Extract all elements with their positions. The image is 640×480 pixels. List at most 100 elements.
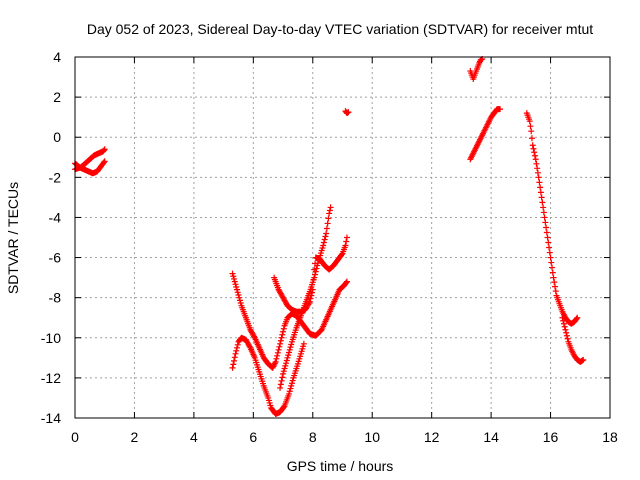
- data-point: [279, 374, 286, 381]
- data-point: [280, 368, 287, 375]
- series-4: [229, 334, 307, 417]
- x-tick-label: 18: [602, 429, 618, 445]
- data-point: [286, 346, 293, 353]
- data-point: [307, 295, 314, 302]
- data-point: [232, 350, 239, 357]
- data-point: [231, 275, 238, 282]
- x-tick-label: 14: [483, 429, 499, 445]
- data-point: [324, 220, 331, 227]
- x-tick-label: 12: [424, 429, 440, 445]
- data-point: [231, 278, 238, 285]
- x-tick-label: 2: [131, 429, 139, 445]
- x-axis-label: GPS time / hours: [287, 458, 394, 474]
- data-point: [338, 251, 345, 258]
- data-point: [326, 207, 333, 214]
- data-point: [343, 234, 350, 241]
- data-point: [345, 109, 352, 116]
- data-point: [549, 269, 556, 276]
- tick-labels: 0 2 4 6 8 10 12 14 16 18 4 2 0 -2 -4 -6 -8 -10 -12 -14: [41, 49, 618, 445]
- data-point: [278, 377, 285, 384]
- data-point: [286, 388, 293, 395]
- data-point: [552, 288, 559, 295]
- y-tick-label: -14: [41, 410, 61, 426]
- y-tick-label: -4: [49, 209, 62, 225]
- data-point: [532, 156, 539, 163]
- data-point: [531, 149, 538, 156]
- data-point: [236, 297, 243, 304]
- data-point: [537, 184, 544, 191]
- data-point: [231, 354, 238, 361]
- data-point: [232, 281, 239, 288]
- data-point: [533, 160, 540, 167]
- plot-frame: [74, 56, 611, 419]
- data-point: [277, 340, 284, 347]
- data-point: [272, 358, 279, 365]
- data-point: [311, 274, 318, 281]
- data-point: [101, 158, 108, 165]
- data-point: [237, 300, 244, 307]
- data-point: [543, 224, 550, 231]
- data-point: [528, 135, 535, 142]
- grid: [74, 56, 611, 419]
- x-tick-label: 0: [71, 429, 79, 445]
- data-point: [286, 390, 292, 397]
- data-point: [535, 174, 542, 181]
- data-point: [534, 169, 541, 176]
- y-tick-label: -10: [41, 330, 61, 346]
- data-point: [100, 159, 107, 166]
- data-point: [542, 219, 549, 226]
- data-point: [276, 343, 283, 350]
- data-point: [343, 238, 350, 245]
- data-point: [323, 230, 330, 237]
- data-point: [526, 118, 533, 125]
- series-2: [72, 146, 108, 173]
- data-point: [277, 381, 284, 388]
- y-tick-label: -12: [41, 370, 61, 386]
- data-point: [560, 317, 567, 324]
- data-point: [300, 340, 307, 347]
- data-point: [274, 352, 281, 359]
- chart-title: Day 052 of 2023, Sidereal Day-to-day VTE…: [87, 21, 593, 37]
- data-point: [282, 362, 289, 369]
- data-point: [343, 279, 350, 286]
- data-point: [546, 244, 553, 251]
- data-point: [274, 349, 281, 356]
- data-point: [563, 332, 570, 339]
- y-tick-label: -2: [49, 169, 62, 185]
- data-point: [323, 225, 330, 232]
- data-point: [284, 354, 291, 361]
- data-point: [327, 204, 334, 211]
- series-7: [342, 108, 352, 117]
- data-point: [547, 254, 554, 261]
- data-point: [288, 380, 295, 387]
- data-point: [229, 364, 236, 371]
- data-point: [285, 352, 292, 359]
- data-point: [306, 300, 313, 307]
- data-point: [275, 346, 282, 353]
- data-point: [234, 341, 241, 348]
- data-point: [233, 286, 240, 293]
- data-point: [497, 106, 504, 113]
- data-point: [288, 382, 295, 389]
- data-point: [101, 146, 108, 153]
- data-point: [286, 349, 292, 356]
- data-point: [529, 142, 536, 149]
- data-point: [289, 377, 296, 384]
- series-10: [523, 110, 581, 327]
- series-3: [229, 270, 350, 371]
- y-tick-label: 4: [53, 49, 61, 65]
- data-point: [564, 335, 571, 342]
- data-point: [549, 264, 556, 271]
- data-point: [574, 314, 581, 321]
- data-point: [230, 273, 237, 280]
- data-point: [280, 325, 287, 332]
- data-point: [541, 214, 548, 221]
- series-8: [467, 106, 504, 163]
- data-point: [552, 283, 559, 290]
- y-tick-label: -6: [49, 250, 62, 266]
- data-point: [561, 323, 568, 330]
- data-point: [231, 357, 238, 364]
- data-point: [530, 145, 537, 152]
- series-6: [277, 204, 334, 391]
- data-point: [287, 344, 294, 351]
